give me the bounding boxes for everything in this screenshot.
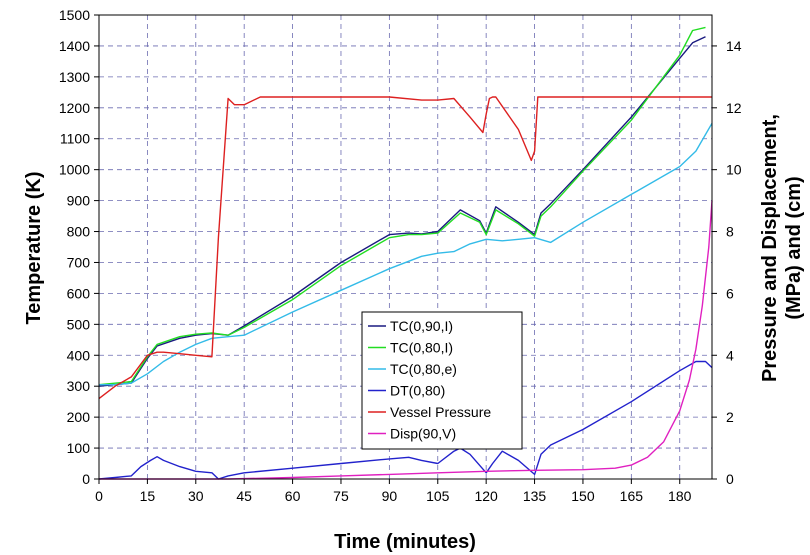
- x-tick-label: 120: [474, 488, 498, 504]
- y-axis-ticks: 0 100 200 300 400 500 600 700 800 900 1000 1100 1200…: [59, 7, 99, 487]
- y-tick-label: 1100: [60, 131, 90, 147]
- y2-axis-title-line1: Pressure and Displacement,: [759, 114, 781, 382]
- y-tick-label: 0: [82, 471, 90, 487]
- series-line-4: [98, 96, 712, 400]
- y2-axis-ticks: 0 2 4 6 8 10 12 14: [712, 38, 742, 487]
- y-axis-title: Temperature (K): [23, 172, 45, 325]
- y-tick-label: 1200: [59, 100, 90, 116]
- y-tick-label: 600: [67, 285, 91, 301]
- x-axis-title: Time (minutes): [334, 531, 476, 553]
- series-line-5: [99, 200, 713, 480]
- legend-label: Vessel Pressure: [390, 404, 491, 420]
- y-tick-label: 700: [67, 254, 91, 270]
- y2-tick-label: 4: [726, 347, 734, 363]
- y-tick-label: 200: [67, 409, 91, 425]
- y2-tick-label: 2: [726, 409, 734, 425]
- x-axis-ticks: 0 15 30 45 60 75 90 105 120 135 150 165 180: [95, 479, 692, 504]
- y2-tick-label: 14: [726, 38, 742, 54]
- x-tick-label: 165: [620, 488, 644, 504]
- y-tick-label: 1000: [59, 162, 90, 178]
- series-line-0: [98, 36, 706, 387]
- legend: TC(0,90,I) TC(0,80,I) TC(0,80,e) DT(0,80) Ve…: [361, 311, 523, 450]
- series-line-3: [98, 360, 713, 480]
- legend-label: TC(0,90,I): [390, 318, 453, 334]
- legend-label: TC(0,80,I): [390, 340, 453, 356]
- y-tick-label: 400: [67, 347, 91, 363]
- x-tick-label: 150: [571, 488, 595, 504]
- y-tick-label: 100: [67, 440, 91, 456]
- legend-label: Disp(90,V): [390, 426, 456, 442]
- x-tick-label: 45: [236, 488, 252, 504]
- x-tick-label: 180: [668, 488, 692, 504]
- x-tick-label: 75: [333, 488, 349, 504]
- y2-axis-title-line2: (MPa) and (cm): [783, 176, 805, 319]
- plot-frame: [98, 14, 713, 480]
- legend-box: [361, 311, 523, 450]
- x-tick-label: 30: [188, 488, 204, 504]
- series-line-1: [98, 26, 706, 386]
- y-tick-label: 500: [67, 316, 91, 332]
- y-tick-label: 1400: [59, 38, 90, 54]
- x-tick-label: 15: [140, 488, 156, 504]
- y2-tick-label: 0: [726, 471, 734, 487]
- series-layer: [98, 26, 713, 480]
- x-tick-label: 0: [95, 488, 103, 504]
- x-tick-label: 90: [382, 488, 398, 504]
- y-tick-label: 1500: [59, 7, 90, 23]
- y2-tick-label: 10: [726, 162, 742, 178]
- y-tick-label: 1300: [59, 69, 90, 85]
- y-tick-label: 800: [67, 224, 91, 240]
- y2-tick-label: 8: [726, 224, 734, 240]
- x-tick-label: 105: [426, 488, 450, 504]
- series-line-2: [99, 122, 713, 386]
- legend-label: DT(0,80): [390, 383, 445, 399]
- y2-tick-label: 6: [726, 285, 734, 301]
- legend-label: TC(0,80,e): [390, 361, 457, 377]
- y-tick-label: 900: [67, 193, 91, 209]
- x-tick-label: 60: [285, 488, 301, 504]
- x-tick-label: 135: [523, 488, 547, 504]
- y-tick-label: 300: [67, 378, 91, 394]
- y2-tick-label: 12: [726, 100, 742, 116]
